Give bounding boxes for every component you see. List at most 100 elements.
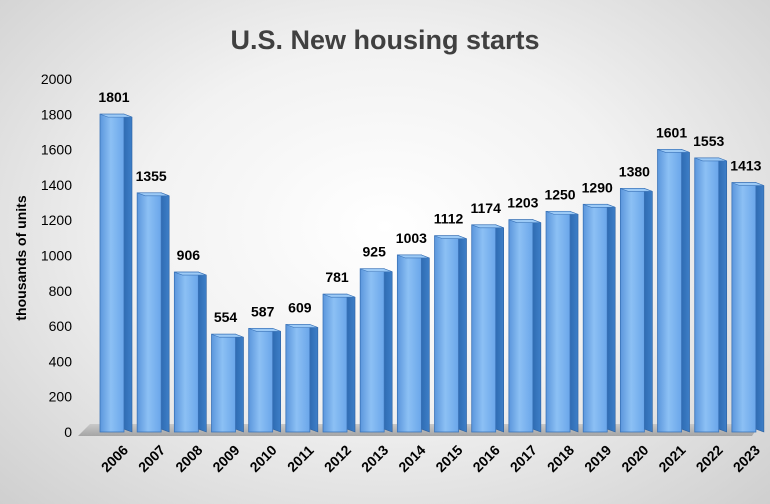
bar-top — [434, 235, 467, 240]
bar — [731, 182, 765, 433]
data-label: 925 — [363, 244, 387, 260]
bar-top — [731, 182, 764, 186]
bar-side — [532, 219, 542, 433]
bar-front — [694, 157, 720, 433]
data-label: 587 — [251, 303, 275, 319]
bar-top — [285, 324, 318, 328]
bar — [619, 187, 653, 433]
x-tick-label: 2023 — [730, 442, 763, 475]
data-label: 1355 — [136, 168, 167, 184]
x-tick-label: 2011 — [284, 442, 317, 475]
x-tick-label: 2015 — [432, 442, 465, 475]
bar-front — [285, 324, 311, 433]
x-tick-label: 2021 — [655, 442, 688, 475]
data-label: 1174 — [471, 200, 502, 216]
bar-front — [359, 268, 385, 433]
bar — [582, 203, 616, 433]
bar-side — [681, 148, 690, 433]
bar-top — [694, 157, 727, 162]
bar-front — [211, 333, 236, 433]
bar — [545, 210, 579, 433]
x-tick-label: 2007 — [135, 442, 168, 475]
bar — [99, 113, 133, 433]
bar-top — [545, 211, 579, 215]
y-axis-label: thousands of units — [13, 195, 29, 320]
chart-title: U.S. New housing starts — [230, 25, 539, 55]
bar-front — [396, 254, 422, 433]
bar-side — [569, 210, 579, 433]
x-tick-label: 2006 — [98, 442, 131, 475]
bar-top — [211, 333, 244, 338]
y-tick-label: 800 — [49, 283, 73, 299]
data-label: 1250 — [544, 186, 575, 202]
bar — [285, 324, 319, 433]
bar-side — [346, 293, 356, 433]
y-tick-label: 1200 — [41, 212, 72, 228]
x-tick-label: 2016 — [469, 442, 502, 475]
bar-side — [123, 113, 133, 433]
bar-front — [619, 188, 645, 433]
bar — [248, 327, 281, 433]
x-tick-label: 2010 — [246, 442, 279, 475]
x-tick-label: 2020 — [618, 442, 651, 475]
bar-front — [545, 210, 571, 433]
bar-top — [137, 192, 170, 197]
x-tick-label: 2018 — [544, 442, 577, 475]
data-labels: 1801 1355 906 554 587 609 781 925 1003 1112 1174 12… — [98, 89, 761, 325]
bar-side — [495, 224, 505, 433]
bar — [694, 157, 728, 433]
data-label: 554 — [214, 309, 238, 325]
data-label: 1553 — [693, 133, 724, 149]
y-tick-label: 200 — [49, 389, 73, 405]
bar-front — [582, 203, 608, 433]
bar-side — [421, 254, 430, 433]
bar-top — [657, 149, 690, 153]
bar-side — [755, 182, 765, 433]
y-tick-label: 400 — [49, 353, 73, 369]
y-axis-ticks: 0 200 400 600 800 1000 1200 1400 1600 1800 2000 — [41, 71, 72, 440]
y-tick-label: 1400 — [41, 177, 72, 193]
bar-side — [235, 333, 244, 433]
x-tick-label: 2013 — [358, 442, 391, 475]
x-tick-label: 2019 — [581, 442, 614, 475]
data-label: 1801 — [98, 89, 129, 105]
bar-top — [471, 224, 504, 229]
data-label: 1413 — [730, 158, 761, 174]
bar-front — [657, 149, 682, 433]
bar-side — [644, 187, 653, 433]
data-label: 1003 — [396, 230, 427, 246]
bar-front — [471, 224, 497, 433]
data-label: 781 — [325, 269, 349, 285]
bar — [359, 268, 393, 433]
bar-side — [198, 271, 207, 433]
data-label: 1380 — [619, 163, 650, 179]
bar-top — [583, 204, 616, 208]
bar-side — [606, 203, 616, 433]
y-tick-label: 1800 — [41, 106, 72, 122]
bar-top — [248, 328, 281, 332]
bar-top — [322, 293, 356, 298]
bar-front — [434, 235, 459, 433]
bar-top — [508, 219, 541, 223]
bar — [434, 235, 467, 433]
bar-top — [360, 268, 393, 273]
data-label: 1601 — [656, 124, 687, 140]
x-tick-label: 2014 — [395, 442, 428, 475]
bar-front — [248, 327, 274, 433]
bar-top — [620, 188, 653, 192]
bar — [508, 219, 542, 433]
x-axis-ticks: 2006 2007 2008 2009 2010 2011 2012 2013 2014 2015… — [98, 442, 763, 475]
data-label: 1203 — [507, 195, 538, 211]
x-tick-label: 2009 — [209, 442, 242, 475]
y-tick-label: 2000 — [41, 71, 72, 87]
bar-series — [99, 113, 765, 433]
y-tick-label: 1600 — [41, 142, 72, 158]
bar — [211, 333, 244, 433]
data-label: 906 — [177, 247, 201, 263]
bar-side — [458, 235, 467, 433]
bar — [136, 192, 170, 433]
bar-front — [508, 219, 534, 433]
y-tick-label: 1000 — [41, 248, 72, 264]
bar — [322, 293, 356, 433]
